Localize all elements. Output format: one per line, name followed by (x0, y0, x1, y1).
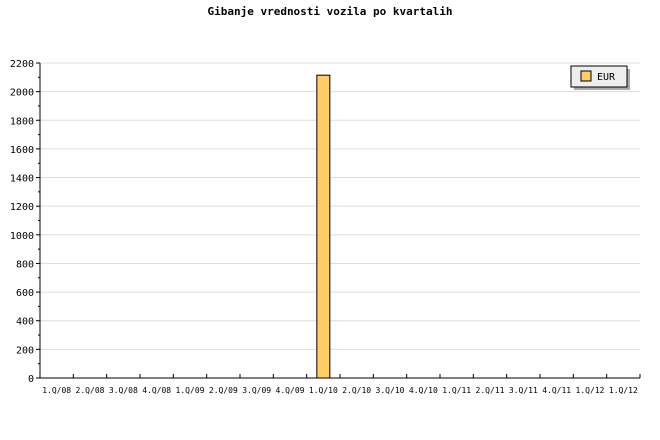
x-tick-label: 1.Q/12 (609, 386, 638, 395)
y-tick-label: 1400 (10, 174, 34, 185)
x-tick-label: 3.Q/08 (109, 386, 138, 395)
legend-swatch (580, 70, 592, 82)
x-tick-label: 2.Q/10 (342, 386, 371, 395)
y-tick-label: 2000 (10, 88, 34, 99)
x-tick-label: 3.Q/10 (376, 386, 405, 395)
x-tick-label: 1.Q/11 (442, 386, 471, 395)
y-tick-label: 400 (16, 317, 34, 328)
y-tick-label: 0 (28, 374, 34, 385)
x-tick-label: 4.Q/08 (142, 386, 171, 395)
y-tick-label: 1000 (10, 231, 34, 242)
y-tick-label: 800 (16, 259, 34, 270)
x-tick-label: 2.Q/08 (76, 386, 105, 395)
x-tick-label: 4.Q/09 (276, 386, 305, 395)
y-tick-label: 1800 (10, 116, 34, 127)
x-tick-label: 1.Q/12 (576, 386, 605, 395)
y-tick-label: 600 (16, 288, 34, 299)
y-tick-label: 1200 (10, 202, 34, 213)
legend-label: EUR (597, 72, 616, 83)
legend: EUR (570, 65, 630, 90)
y-tick-label: 200 (16, 345, 34, 356)
chart-title: Gibanje vrednosti vozila po kvartalih (207, 5, 452, 18)
x-tick-label: 3.Q/09 (242, 386, 271, 395)
x-tick-label: 2.Q/09 (209, 386, 238, 395)
y-tick-label: 2200 (10, 59, 34, 70)
x-tick-label: 1.Q/08 (42, 386, 71, 395)
x-tick-label: 4.Q/11 (542, 386, 571, 395)
x-tick-label: 2.Q/11 (476, 386, 505, 395)
x-tick-label: 1.Q/10 (309, 386, 338, 395)
x-tick-label: 1.Q/09 (176, 386, 205, 395)
x-tick-label: 4.Q/10 (409, 386, 438, 395)
y-tick-label: 1600 (10, 145, 34, 156)
x-tick-label: 3.Q/11 (509, 386, 538, 395)
bar (316, 74, 331, 379)
